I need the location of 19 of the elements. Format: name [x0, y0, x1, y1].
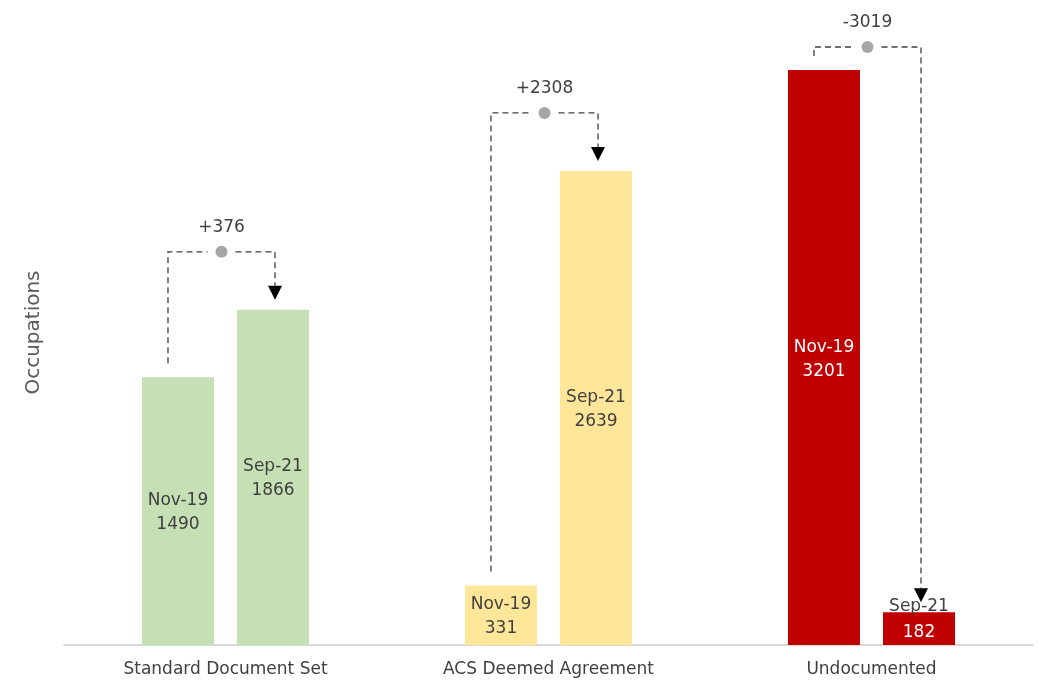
annotation: +376 [198, 215, 245, 236]
data-label: 182 [902, 621, 936, 641]
data-label: 1866 [251, 479, 295, 500]
text: -3019 [842, 11, 893, 31]
x-tick-label: Standard Document Set [123, 657, 328, 678]
text: Nov-19 [470, 593, 532, 614]
series-label: Nov-19 [147, 489, 209, 510]
y-axis-title: Occupations [20, 270, 44, 395]
text: Sep-21 [566, 385, 626, 406]
data-label: 2639 [574, 409, 618, 430]
series-label: Sep-21 [889, 595, 949, 615]
data-label: 3201 [802, 359, 846, 380]
x-tick-label: Undocumented [806, 657, 937, 678]
data-label: 1490 [156, 513, 200, 534]
annotation: +2308 [515, 76, 574, 97]
x-tick-label: ACS Deemed Agreement [442, 657, 655, 678]
text: Nov-19 [793, 335, 855, 356]
text: Sep-21 [243, 455, 303, 476]
data-label: 331 [484, 617, 518, 638]
